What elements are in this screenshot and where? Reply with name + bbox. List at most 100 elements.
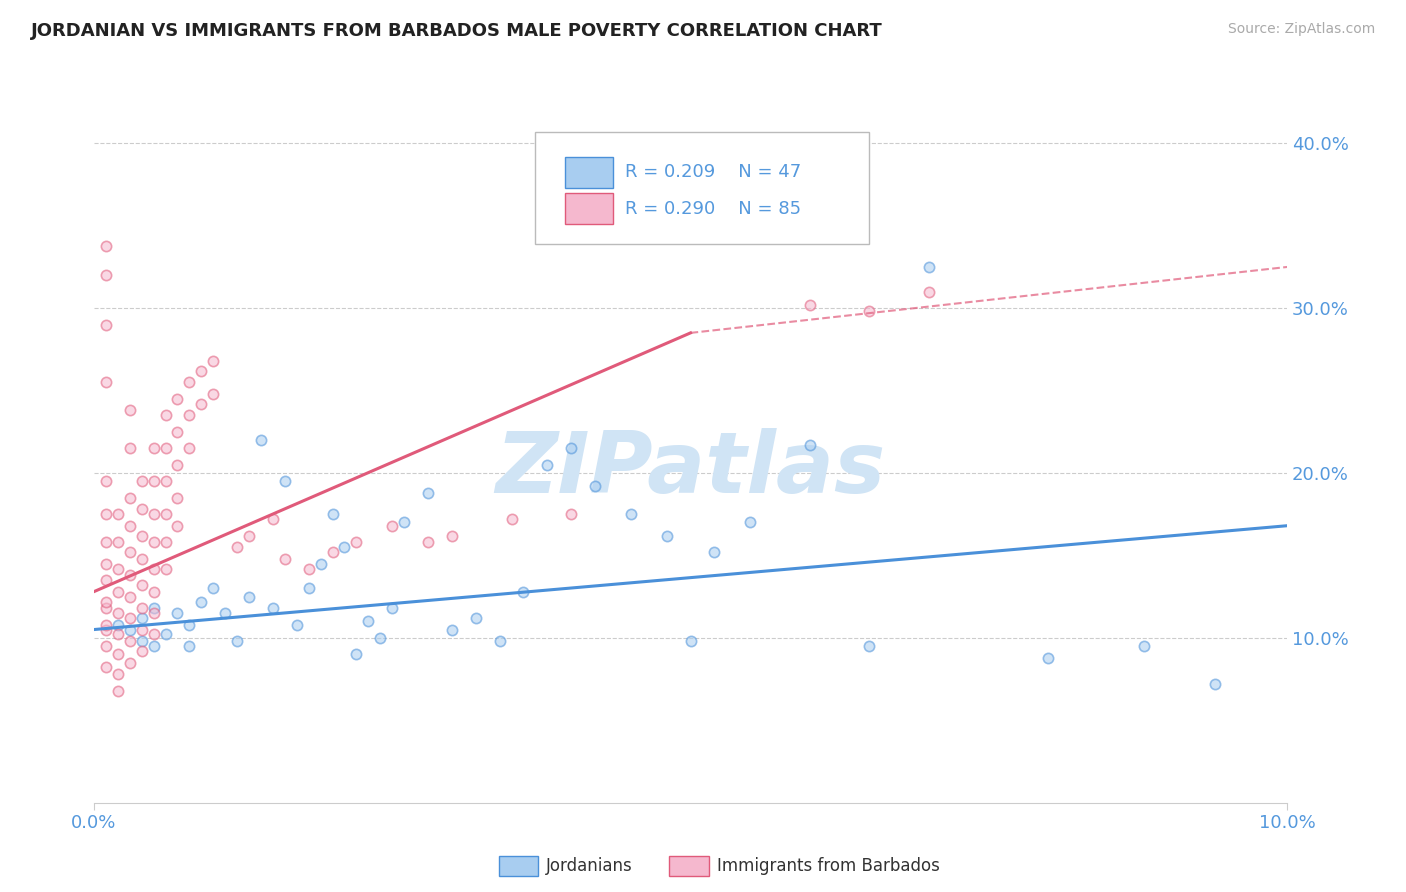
Point bbox=[94, 639, 117, 653]
Point bbox=[274, 551, 297, 566]
Point bbox=[118, 545, 141, 559]
Point bbox=[94, 623, 117, 637]
FancyBboxPatch shape bbox=[536, 132, 869, 244]
Point bbox=[107, 647, 129, 661]
Point bbox=[142, 535, 165, 549]
Point bbox=[142, 561, 165, 575]
Point bbox=[155, 442, 177, 456]
Point bbox=[118, 590, 141, 604]
Point bbox=[274, 474, 297, 488]
Point bbox=[179, 442, 201, 456]
Point bbox=[155, 507, 177, 521]
Point bbox=[131, 474, 153, 488]
Point bbox=[94, 268, 117, 283]
Point bbox=[131, 601, 153, 615]
Point bbox=[1205, 677, 1227, 691]
Point bbox=[118, 403, 141, 417]
Point bbox=[166, 392, 188, 406]
Point bbox=[166, 518, 188, 533]
Point bbox=[740, 516, 762, 530]
Point bbox=[107, 561, 129, 575]
Point bbox=[536, 458, 558, 472]
Point bbox=[226, 540, 249, 554]
Point bbox=[381, 601, 404, 615]
Point bbox=[799, 298, 821, 312]
Point bbox=[94, 474, 117, 488]
Point bbox=[118, 491, 141, 505]
Point bbox=[488, 634, 510, 648]
Point bbox=[214, 606, 236, 620]
Point bbox=[142, 606, 165, 620]
Point bbox=[131, 644, 153, 658]
Point bbox=[918, 285, 941, 299]
Point bbox=[440, 528, 463, 542]
Point bbox=[333, 540, 356, 554]
Point bbox=[190, 397, 212, 411]
Point bbox=[298, 561, 321, 575]
Point bbox=[107, 617, 129, 632]
Point bbox=[166, 491, 188, 505]
Point bbox=[464, 611, 486, 625]
Point bbox=[131, 634, 153, 648]
Point bbox=[107, 627, 129, 641]
Point bbox=[357, 615, 380, 629]
Point bbox=[155, 409, 177, 423]
Point bbox=[131, 578, 153, 592]
Text: ZIPatlas: ZIPatlas bbox=[495, 427, 886, 510]
Point bbox=[226, 634, 249, 648]
Point bbox=[202, 582, 225, 596]
Point bbox=[118, 568, 141, 582]
Point bbox=[107, 606, 129, 620]
Point bbox=[285, 617, 308, 632]
Point bbox=[679, 634, 702, 648]
Point bbox=[166, 425, 188, 439]
Point bbox=[142, 474, 165, 488]
Point bbox=[1038, 650, 1060, 665]
Text: Immigrants from Barbados: Immigrants from Barbados bbox=[717, 857, 941, 875]
Text: Source: ZipAtlas.com: Source: ZipAtlas.com bbox=[1227, 22, 1375, 37]
Point bbox=[512, 584, 534, 599]
Point bbox=[166, 458, 188, 472]
Point bbox=[560, 442, 582, 456]
Point bbox=[107, 584, 129, 599]
Point bbox=[131, 551, 153, 566]
Point bbox=[179, 376, 201, 390]
Point bbox=[346, 535, 368, 549]
Point bbox=[858, 639, 880, 653]
Point bbox=[583, 479, 606, 493]
Point bbox=[322, 507, 344, 521]
Point bbox=[131, 623, 153, 637]
Point bbox=[131, 611, 153, 625]
Point bbox=[118, 611, 141, 625]
Point bbox=[155, 627, 177, 641]
Point bbox=[179, 639, 201, 653]
Point bbox=[94, 376, 117, 390]
Text: R = 0.209    N = 47: R = 0.209 N = 47 bbox=[624, 163, 801, 181]
Point bbox=[416, 535, 439, 549]
Point bbox=[190, 364, 212, 378]
Point bbox=[94, 594, 117, 608]
Point bbox=[202, 354, 225, 368]
Point bbox=[298, 582, 321, 596]
Point bbox=[1133, 639, 1156, 653]
Point bbox=[440, 623, 463, 637]
Point bbox=[142, 507, 165, 521]
Point bbox=[107, 667, 129, 681]
Point bbox=[190, 594, 212, 608]
Point bbox=[655, 528, 678, 542]
Point bbox=[142, 627, 165, 641]
Point bbox=[107, 507, 129, 521]
Point bbox=[142, 442, 165, 456]
Text: R = 0.290    N = 85: R = 0.290 N = 85 bbox=[624, 200, 801, 218]
Point bbox=[155, 561, 177, 575]
Point bbox=[309, 557, 332, 571]
Point bbox=[94, 601, 117, 615]
Point bbox=[202, 387, 225, 401]
Point bbox=[131, 528, 153, 542]
Point bbox=[799, 438, 821, 452]
Text: Jordanians: Jordanians bbox=[546, 857, 633, 875]
Text: JORDANIAN VS IMMIGRANTS FROM BARBADOS MALE POVERTY CORRELATION CHART: JORDANIAN VS IMMIGRANTS FROM BARBADOS MA… bbox=[31, 22, 883, 40]
Point bbox=[238, 528, 260, 542]
Point bbox=[262, 512, 284, 526]
Point bbox=[142, 639, 165, 653]
